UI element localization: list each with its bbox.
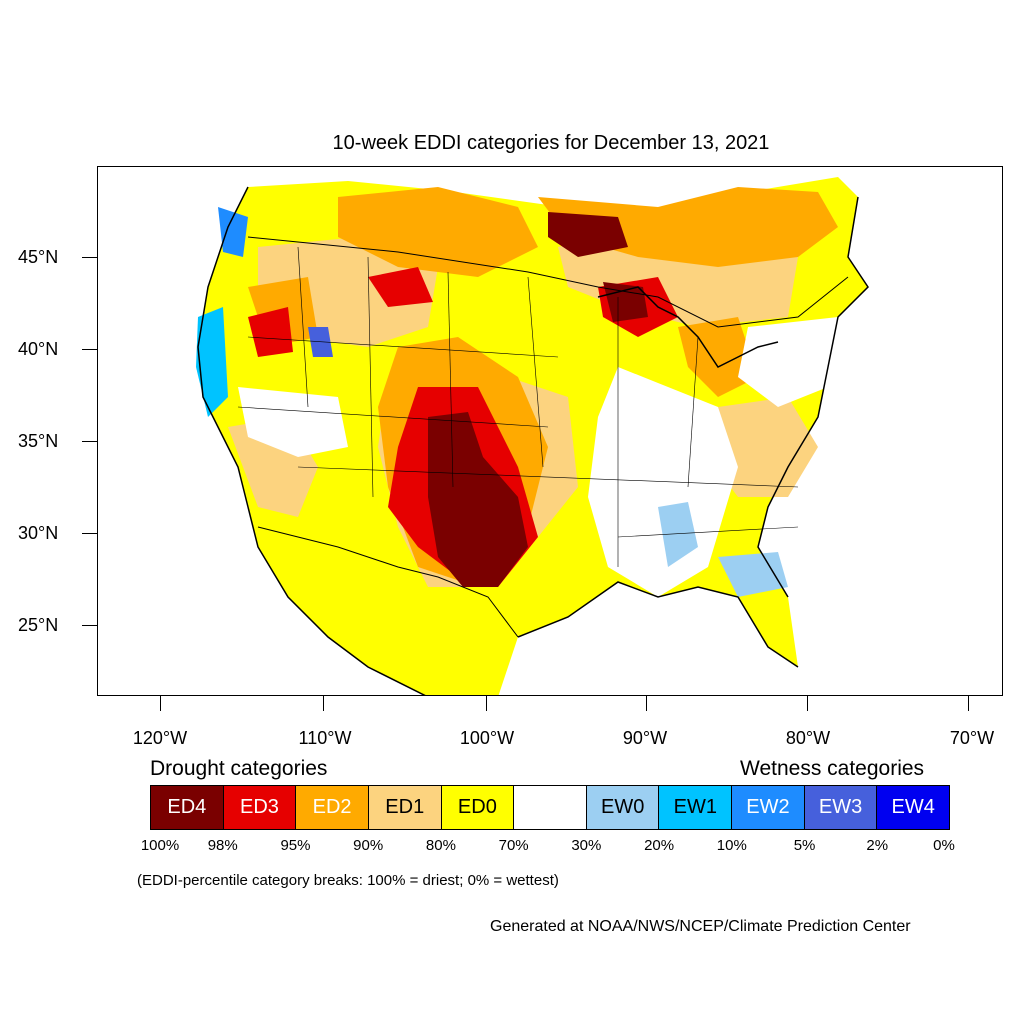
percentile-break-label: 0% [933, 837, 955, 854]
longitude-tick [486, 696, 487, 711]
latitude-tick [82, 349, 97, 350]
latitude-tick [82, 533, 97, 534]
longitude-label: 110°W [298, 728, 352, 748]
ed3-region [368, 267, 433, 307]
percentile-break-label: 30% [571, 837, 602, 854]
us-mexico-border [257, 526, 519, 638]
legend-swatch-neutral [514, 786, 587, 829]
latitude-tick [82, 625, 97, 626]
map-title: 10-week EDDI categories for December 13,… [332, 132, 770, 154]
longitude-label: 120°W [132, 728, 188, 748]
longitude-tick [160, 696, 161, 711]
latitude-label: 30°N [18, 523, 59, 543]
legend-swatch-ew1: EW1 [659, 786, 733, 829]
ew0-region [658, 502, 698, 567]
longitude-label: 90°W [622, 728, 668, 748]
longitude-label: 70°W [949, 728, 995, 748]
ew1-region [196, 307, 228, 417]
legend-swatch-ed2: ED2 [296, 786, 369, 829]
state-borders [237, 246, 799, 567]
near-normal-region [588, 367, 738, 597]
longitude-label: 80°W [785, 728, 831, 748]
latitude-label: 45°N [18, 247, 59, 267]
latitude-label: 40°N [18, 339, 59, 359]
longitude-tick [646, 696, 647, 711]
wetness-heading: Wetness categories [740, 757, 925, 780]
percentile-break-label: 20% [644, 837, 675, 854]
ew0-region [718, 552, 788, 597]
coastline [517, 581, 799, 668]
latitude-tick [82, 257, 97, 258]
near-normal-region [738, 317, 838, 407]
percentile-break-label: 5% [793, 837, 816, 854]
category-note: (EDDI-percentile category breaks: 100% =… [137, 872, 559, 889]
percentile-break-label: 80% [425, 837, 456, 854]
percentile-break-label: 95% [280, 837, 311, 854]
percentile-break-label: 98% [207, 837, 238, 854]
eddi-map [196, 177, 869, 695]
drought-heading: Drought categories [150, 757, 328, 780]
legend-swatch-ew3: EW3 [804, 786, 878, 829]
ed4-region [548, 212, 628, 257]
ed3-region [248, 307, 293, 357]
percentile-break-label: 10% [716, 837, 747, 854]
legend-swatch-ew2: EW2 [732, 786, 805, 829]
ed4-region [603, 282, 648, 322]
coastline [197, 186, 426, 695]
ed4-region [428, 412, 528, 587]
latitude-label: 25°N [18, 615, 59, 635]
latitude-tick [82, 441, 97, 442]
latitude-label: 35°N [18, 431, 59, 451]
coastline [757, 196, 869, 598]
map-frame [97, 166, 1003, 696]
percentile-break-label: 90% [353, 837, 384, 854]
longitude-tick [323, 696, 324, 711]
near-normal-region [238, 387, 348, 457]
percentile-break-label: 70% [498, 837, 529, 854]
us-canada-border [247, 236, 849, 328]
ew3-region [308, 327, 333, 357]
legend-swatch-ed0: ED0 [441, 786, 515, 829]
longitude-tick [968, 696, 969, 711]
legend-swatch-ed4: ED4 [151, 786, 224, 829]
percentile-break-label: 2% [866, 837, 889, 854]
longitude-label: 100°W [459, 728, 515, 748]
ew2-region [218, 207, 248, 257]
legend-swatch-ed1: ED1 [368, 786, 442, 829]
credit-line: Generated at NOAA/NWS/NCEP/Climate Predi… [490, 918, 911, 935]
legend-swatch-ed3: ED3 [223, 786, 297, 829]
longitude-tick [807, 696, 808, 711]
legend-bar: ED4 ED3 ED2 ED1 ED0 EW0 EW1 EW2 EW3 EW4 [150, 785, 950, 830]
legend-swatch-ew4: EW4 [877, 786, 950, 829]
ed2-region [338, 187, 538, 277]
legend-swatch-ew0: EW0 [586, 786, 660, 829]
percentile-break-label: 100% [140, 837, 180, 854]
